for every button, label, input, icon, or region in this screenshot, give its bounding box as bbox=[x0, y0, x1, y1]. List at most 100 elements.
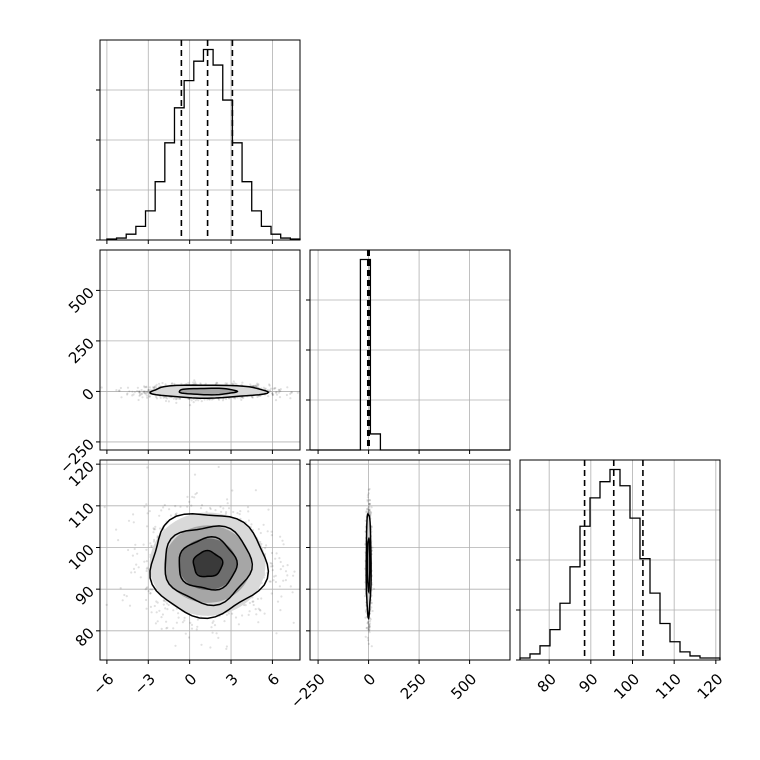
sample-point bbox=[251, 600, 254, 603]
sample-point bbox=[177, 397, 180, 400]
sample-point bbox=[210, 626, 213, 629]
sample-point bbox=[368, 624, 371, 627]
sample-point bbox=[214, 382, 217, 385]
hist-panel-0 bbox=[96, 39, 301, 244]
sample-point bbox=[166, 397, 169, 400]
sample-point bbox=[275, 393, 279, 396]
sample-point bbox=[161, 381, 164, 385]
sample-point bbox=[286, 564, 289, 567]
sample-point bbox=[142, 543, 145, 546]
sample-point bbox=[153, 538, 156, 542]
sample-point bbox=[368, 508, 371, 511]
sample-point bbox=[148, 395, 151, 398]
sample-point bbox=[145, 567, 148, 570]
sample-point bbox=[371, 546, 374, 549]
sample-point bbox=[368, 625, 371, 628]
sample-point bbox=[156, 601, 159, 604]
sample-point bbox=[140, 392, 144, 395]
sample-point bbox=[223, 620, 226, 623]
sample-point bbox=[365, 611, 368, 614]
sample-point bbox=[220, 510, 223, 513]
sample-point bbox=[282, 543, 285, 546]
sample-point bbox=[164, 399, 168, 403]
sample-point bbox=[209, 646, 212, 649]
sample-point bbox=[256, 385, 259, 388]
sample-point bbox=[179, 505, 182, 508]
sample-point bbox=[200, 643, 203, 646]
sample-point bbox=[142, 391, 146, 394]
sample-point bbox=[162, 396, 165, 399]
sample-point bbox=[258, 608, 261, 611]
sample-point bbox=[147, 389, 150, 392]
sample-point bbox=[366, 498, 369, 502]
sample-point bbox=[365, 626, 368, 629]
sample-point bbox=[160, 509, 163, 512]
sample-point bbox=[246, 506, 250, 509]
sample-point bbox=[257, 383, 260, 386]
sample-point bbox=[160, 616, 163, 619]
sample-point bbox=[226, 382, 229, 385]
sample-point bbox=[199, 507, 203, 510]
sample-point bbox=[115, 389, 118, 392]
sample-point bbox=[365, 511, 368, 514]
sample-point bbox=[166, 626, 169, 629]
density-fill bbox=[178, 388, 237, 395]
sample-point bbox=[278, 585, 281, 588]
sample-point bbox=[144, 588, 147, 591]
sample-point bbox=[152, 540, 156, 543]
y-tick-label: 110 bbox=[65, 499, 98, 532]
sample-point bbox=[186, 495, 189, 498]
sample-point bbox=[152, 528, 156, 531]
sample-point bbox=[286, 574, 289, 577]
sample-point bbox=[225, 510, 228, 514]
density-panel-2-1: −250 0 250 500 bbox=[287, 459, 511, 712]
contour-line bbox=[365, 512, 372, 621]
sample-point bbox=[273, 575, 276, 578]
sample-point bbox=[103, 506, 106, 509]
sample-point bbox=[175, 621, 178, 624]
sample-point bbox=[368, 502, 371, 506]
sample-point bbox=[193, 379, 196, 382]
sample-point bbox=[368, 508, 371, 512]
sample-point bbox=[252, 600, 255, 603]
sample-point bbox=[241, 381, 244, 384]
sample-point bbox=[131, 554, 134, 557]
sample-point bbox=[169, 514, 172, 517]
sample-point bbox=[368, 623, 371, 627]
x-tick-label: 500 bbox=[447, 670, 480, 703]
sample-point bbox=[270, 592, 273, 595]
sample-point bbox=[271, 564, 274, 568]
sample-point bbox=[270, 562, 273, 565]
sample-point bbox=[178, 397, 182, 400]
sample-point bbox=[368, 499, 371, 502]
histogram-step bbox=[310, 258, 511, 451]
sample-point bbox=[127, 519, 131, 522]
sample-point bbox=[226, 498, 229, 501]
sample-point bbox=[239, 517, 242, 521]
hist-panel-1 bbox=[306, 249, 511, 454]
histogram-step bbox=[106, 48, 301, 240]
contour-line bbox=[366, 536, 371, 595]
sample-point bbox=[188, 500, 191, 503]
sample-point bbox=[364, 595, 367, 598]
sample-point bbox=[158, 382, 161, 385]
sample-point bbox=[257, 607, 260, 610]
sample-point bbox=[274, 391, 277, 394]
sample-point bbox=[235, 382, 238, 386]
sample-point bbox=[368, 505, 371, 508]
sample-point bbox=[195, 491, 198, 495]
sample-point bbox=[236, 511, 239, 515]
sample-point bbox=[128, 604, 132, 607]
sample-point bbox=[193, 496, 196, 499]
sample-point bbox=[147, 388, 150, 392]
sample-point bbox=[279, 560, 282, 564]
sample-point bbox=[150, 544, 153, 547]
sample-point bbox=[366, 622, 369, 625]
y-tick-label: 500 bbox=[65, 284, 98, 317]
sample-point bbox=[143, 390, 146, 393]
sample-point bbox=[184, 632, 187, 635]
sample-point bbox=[225, 613, 228, 617]
sample-point bbox=[256, 597, 259, 601]
sample-point bbox=[251, 396, 254, 399]
sample-point bbox=[155, 386, 158, 389]
